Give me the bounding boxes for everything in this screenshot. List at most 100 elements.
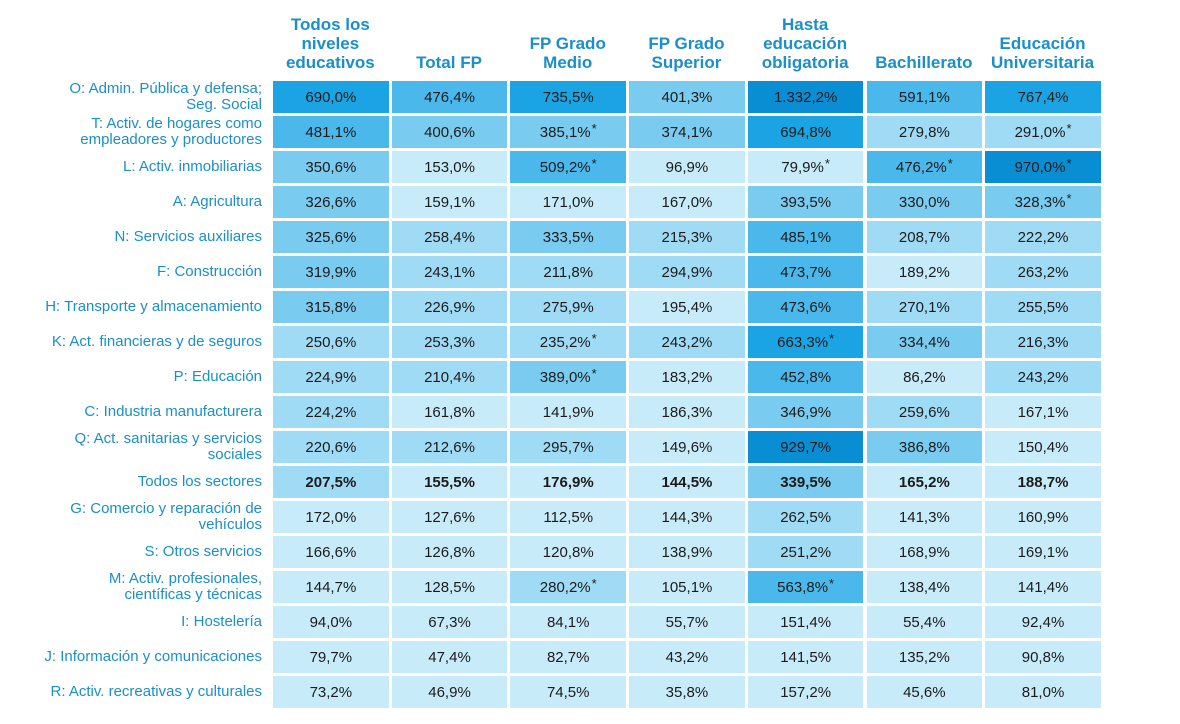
cell-value: 262,5%	[780, 508, 832, 526]
cell-value: 563,8%	[777, 578, 829, 596]
cell-value: 141,3%	[898, 508, 950, 526]
cell-value: 74,5%	[546, 683, 590, 701]
heatmap-cell: 46,9%	[391, 676, 508, 708]
heatmap-cell: 767,4%	[985, 81, 1101, 113]
heatmap-cell: 47,4%	[391, 641, 508, 673]
cell-value: 255,5%	[1017, 298, 1069, 316]
heatmap-cell: 73,2%	[273, 676, 389, 708]
heatmap-cell: 295,7%	[510, 431, 627, 463]
row-label-line: M: Activ. profesionales,	[108, 570, 262, 587]
cell-value: 401,3%	[661, 88, 713, 106]
column-header: FP Grado Medio	[506, 8, 629, 72]
heatmap-cell: 43,2%	[629, 641, 745, 673]
cell-value: 207,5%	[305, 473, 357, 491]
cell-value: 328,3%	[1014, 193, 1066, 211]
row-label-line: O: Admin. Pública y defensa;	[69, 80, 262, 97]
row-label-line: R: Activ. recreativas y culturales	[50, 683, 262, 700]
column-header: Educación Universitaria	[981, 8, 1104, 72]
note-marker: *	[591, 575, 597, 591]
column-header: Total FP	[388, 8, 511, 72]
heatmap-cell: 222,2%	[985, 221, 1101, 253]
heatmap-cell: 186,3%	[629, 396, 745, 428]
heatmap-cell: 339,5%	[747, 466, 864, 498]
heatmap-cell: 481,1%	[273, 116, 389, 148]
cell-value: 253,3%	[424, 333, 475, 351]
cell-value: 294,9%	[661, 263, 713, 281]
column-header: Hasta educación obligatoria	[744, 8, 867, 72]
heatmap-cell: 275,9%	[510, 291, 627, 323]
cell-value: 374,1%	[661, 123, 713, 141]
cell-value: 126,8%	[424, 543, 475, 561]
cell-value: 295,7%	[542, 438, 594, 456]
heatmap-cell: 92,4%	[985, 606, 1101, 638]
cell-value: 291,0%	[1014, 123, 1066, 141]
heatmap-cell: 279,8%	[866, 116, 983, 148]
heatmap-cell: 81,0%	[985, 676, 1101, 708]
heatmap-cell: 74,5%	[510, 676, 627, 708]
heatmap-cell: 138,4%	[866, 571, 983, 603]
heatmap-cell: 169,1%	[985, 536, 1101, 568]
heatmap-cell: 141,9%	[510, 396, 627, 428]
cell-value: 155,5%	[424, 473, 475, 491]
cell-value: 112,5%	[543, 508, 594, 526]
row-label: M: Activ. profesionales, científicas y té…	[0, 571, 262, 603]
cell-value: 86,2%	[903, 368, 946, 386]
cell-value: 81,0%	[1021, 683, 1065, 701]
heatmap-cell: 280,2% *	[510, 571, 627, 603]
column-header-line: Bachillerato	[875, 53, 973, 72]
cell-value: 94,0%	[309, 613, 353, 631]
heatmap-cell: 216,3%	[985, 326, 1101, 358]
heatmap-cell: 476,4%	[391, 81, 508, 113]
heatmap-cell: 151,4%	[747, 606, 864, 638]
heatmap-cell: 929,7%	[747, 431, 864, 463]
row-label-line: F: Construcción	[156, 263, 262, 280]
cell-value: 326,6%	[305, 193, 357, 211]
note-marker: *	[591, 120, 597, 136]
cell-value: 319,9%	[305, 263, 357, 281]
heatmap-cell: 263,2%	[985, 256, 1101, 288]
heatmap-cell: 243,2%	[629, 326, 745, 358]
row-label-line: vehículos	[198, 516, 262, 533]
heatmap-cell: 207,5%	[273, 466, 389, 498]
note-marker: *	[1066, 155, 1072, 171]
cell-value: 400,6%	[424, 123, 475, 141]
heatmap-cell: 333,5%	[510, 221, 627, 253]
heatmap-cell: 155,5%	[391, 466, 508, 498]
cell-value: 224,2%	[305, 403, 357, 421]
cell-value: 226,9%	[424, 298, 475, 316]
heatmap-cell: 208,7%	[866, 221, 983, 253]
cell-value: 157,2%	[780, 683, 832, 701]
row-label: R: Activ. recreativas y culturales	[0, 676, 262, 708]
heatmap-cell: 138,9%	[629, 536, 745, 568]
cell-value: 279,8%	[898, 123, 950, 141]
note-marker: *	[1066, 120, 1072, 136]
heatmap-cell: 509,2% *	[510, 151, 627, 183]
row-label-line: Todos los sectores	[137, 473, 262, 490]
heatmap-cell: 96,9%	[629, 151, 745, 183]
row-label: Q: Act. sanitarias y servicios sociales	[0, 431, 262, 463]
note-marker: *	[829, 575, 835, 591]
cell-value: 45,6%	[903, 683, 946, 701]
cell-value: 929,7%	[780, 438, 832, 456]
row-label: S: Otros servicios	[0, 536, 262, 568]
row-label-line: S: Otros servicios	[144, 543, 262, 560]
cell-value: 149,6%	[661, 438, 713, 456]
row-label-line: J: Información y comunicaciones	[44, 648, 262, 665]
row-label: F: Construcción	[0, 256, 262, 288]
cell-value: 171,0%	[542, 193, 594, 211]
row-label: C: Industria manufacturera	[0, 396, 262, 428]
row-label-line: empleadores y productores	[80, 131, 262, 148]
cell-value: 144,7%	[305, 578, 357, 596]
heatmap-cell: 135,2%	[866, 641, 983, 673]
heatmap-cell: 195,4%	[629, 291, 745, 323]
cell-value: 222,2%	[1017, 228, 1069, 246]
heatmap-cell: 105,1%	[629, 571, 745, 603]
heatmap-cell: 350,6%	[273, 151, 389, 183]
cell-value: 339,5%	[780, 473, 832, 491]
cell-value: 216,3%	[1017, 333, 1069, 351]
heatmap-cell: 374,1%	[629, 116, 745, 148]
heatmap-cell: 251,2%	[747, 536, 864, 568]
cell-value: 767,4%	[1017, 88, 1069, 106]
cell-value: 82,7%	[546, 648, 590, 666]
heatmap-cell: 168,9%	[866, 536, 983, 568]
